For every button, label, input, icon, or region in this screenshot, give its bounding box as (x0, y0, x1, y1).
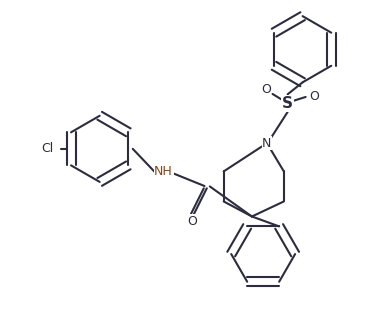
Text: O: O (187, 215, 197, 228)
Text: NH: NH (154, 165, 173, 178)
Text: Cl: Cl (41, 142, 53, 155)
Text: O: O (309, 90, 319, 103)
Text: S: S (282, 96, 293, 111)
Text: N: N (262, 137, 271, 150)
Text: O: O (261, 83, 271, 96)
